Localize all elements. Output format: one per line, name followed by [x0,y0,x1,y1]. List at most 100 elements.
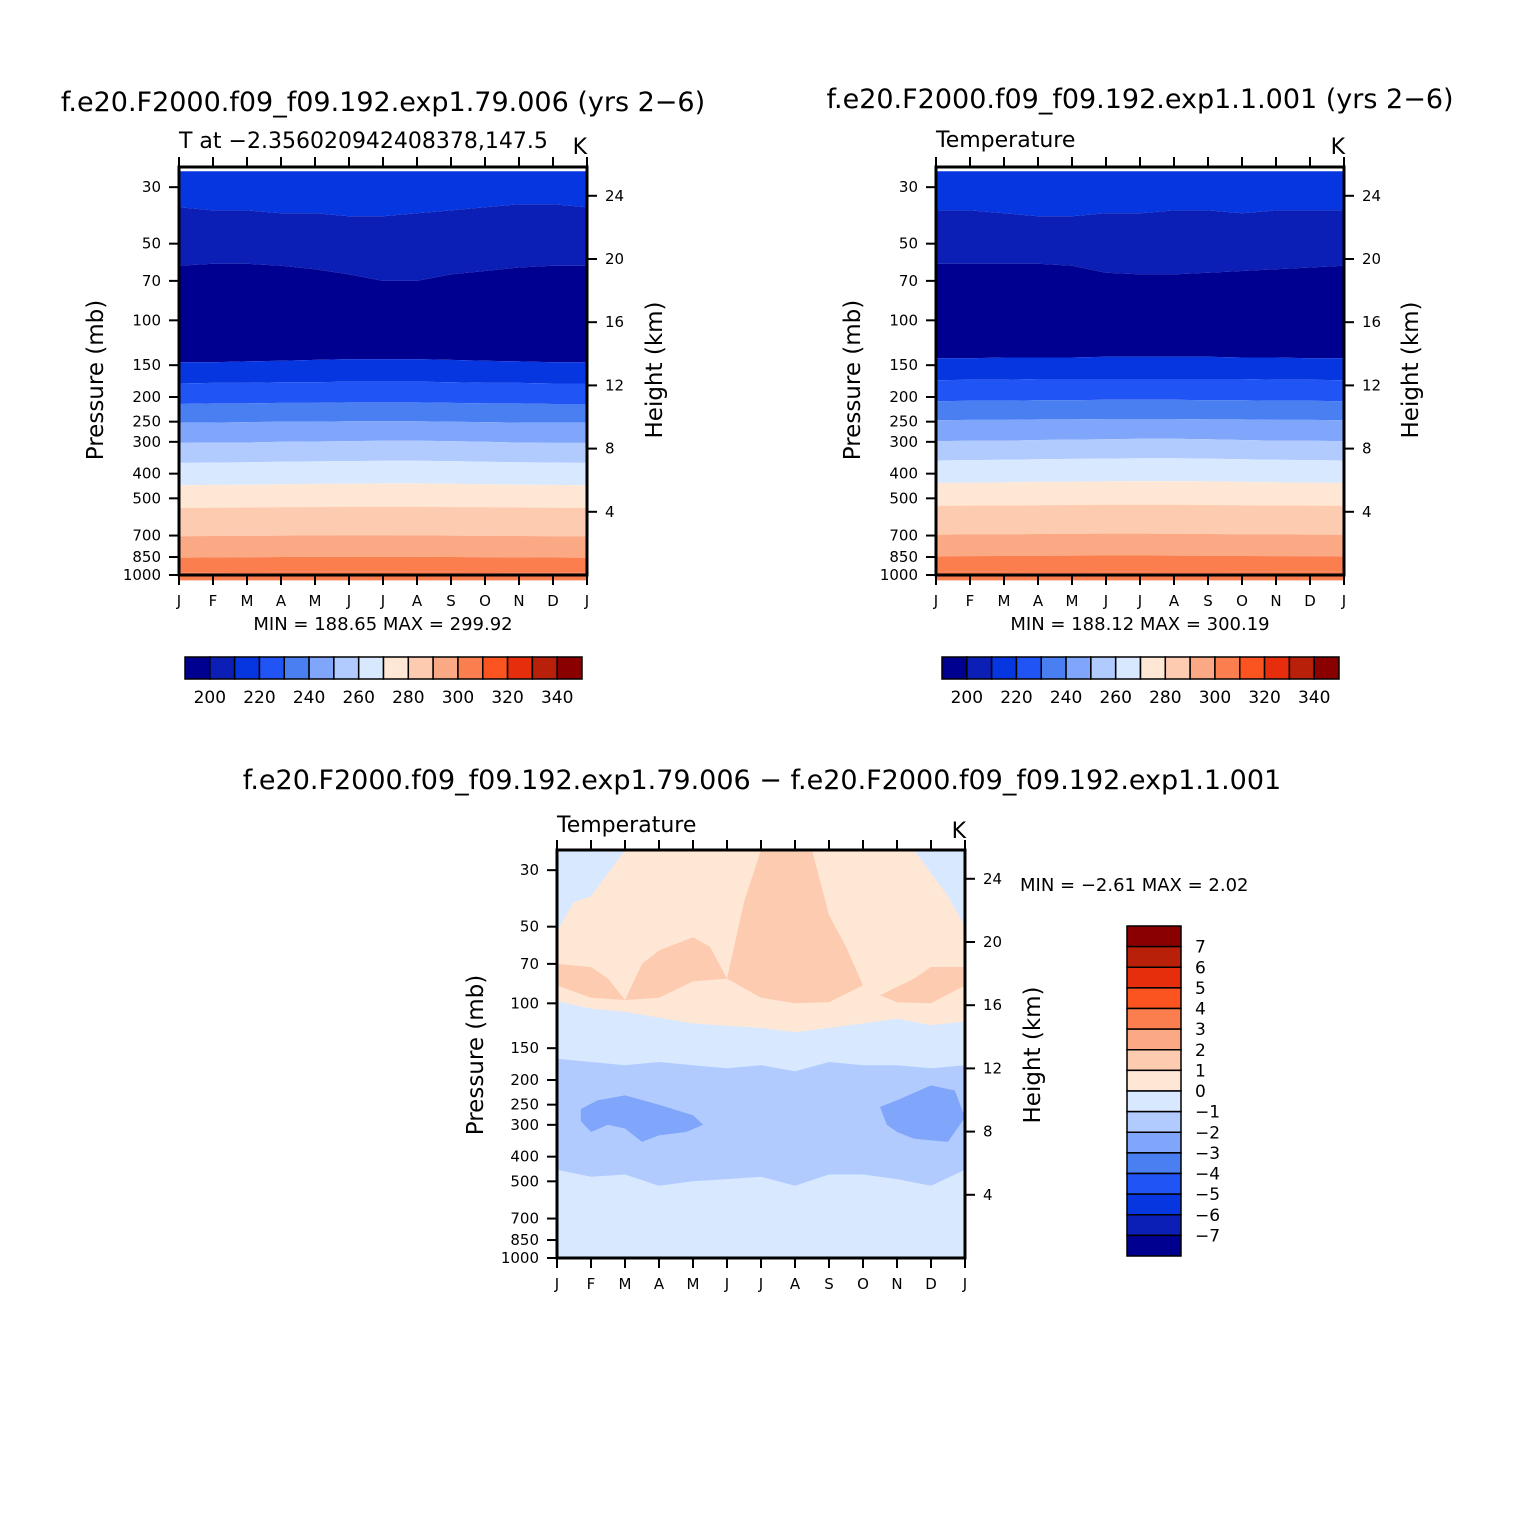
panel2-title: f.e20.F2000.f09_f09.192.exp1.1.001 (yrs … [826,84,1453,115]
x-tick-label: N [513,592,524,610]
contour-band [936,171,1344,217]
x-tick-label: A [790,1275,801,1293]
panel1-ylabel-right: Height (km) [642,301,668,438]
colorbar-swatch [233,656,261,680]
panel3-title: f.e20.F2000.f09_f09.192.exp1.79.006 − f.… [243,765,1281,796]
y-tick-label: 200 [889,388,918,406]
x-tick-label: A [654,1275,665,1293]
contour-band [936,356,1344,381]
y-tick-label: 500 [132,489,161,507]
panel3-subtitle-left: Temperature [556,813,696,838]
panel2-plot-area: J F M A M J J A S O N D J 30 50 70 100 150 200 250 300 400 500… [880,157,1381,610]
colorbar-label: 200 [194,688,226,708]
colorbar-swatch [407,656,434,680]
colorbar-label: 280 [392,688,424,708]
colorbar-label: −2 [1195,1123,1220,1143]
y-tick-right-label: 16 [605,313,624,331]
y-tick-label: 100 [889,311,918,329]
y-tick-label: 50 [142,235,161,253]
y-tick-right-label: 16 [983,996,1002,1014]
colorbar-label: 240 [293,688,325,708]
contour-band [179,483,587,508]
y-tick-label: 850 [510,1231,539,1249]
x-tick-label: A [1033,592,1044,610]
y-tick-label: 100 [510,994,539,1012]
colorbar-swatch [556,656,583,680]
colorbar-label: 5 [1195,979,1206,999]
colorbar-label: 2 [1195,1041,1206,1061]
x-tick-label: N [891,1275,902,1293]
colorbar-swatch [258,656,285,680]
y-tick-label: 150 [889,356,918,374]
y-tick-label: 400 [510,1148,539,1166]
x-tick-label: J [724,1275,729,1293]
y-tick-label: 30 [899,178,918,196]
colorbar-swatch [333,656,360,680]
contour-band [179,381,587,404]
x-tick-label: A [412,592,423,610]
y-tick-right-label: 4 [983,1186,993,1204]
x-tick-label: D [1304,592,1316,610]
y-tick-right-label: 20 [605,250,624,268]
colorbar-label: 6 [1195,958,1206,978]
x-tick-label: J [1137,592,1142,610]
colorbar-swatch [209,656,236,680]
colorbar-label: −1 [1195,1103,1220,1123]
colorbar-swatch [1126,1069,1182,1092]
panel3-ylabel-right: Height (km) [1020,986,1046,1123]
panel1-title: f.e20.F2000.f09_f09.192.exp1.79.006 (yrs… [61,87,705,118]
colorbar-swatch [357,656,385,680]
panel1-subtitle-right: K [573,135,588,160]
y-tick-label: 30 [142,178,161,196]
x-tick-label: F [209,592,218,610]
y-tick-label: 250 [132,413,161,431]
colorbar-label: 240 [1050,688,1082,708]
contour-band [179,460,587,486]
contour-band [179,556,587,573]
colorbar-swatch [1126,1007,1182,1030]
diff-region-minus-two-to-minus-one [557,1058,965,1186]
panel2-subtitle-left: Temperature [935,128,1075,153]
colorbar-swatch [283,656,310,680]
colorbar-label: 220 [243,688,275,708]
x-tick-label: F [587,1275,596,1293]
colorbar-swatch [1126,945,1182,968]
diff-region-minus-one-to-zero-upper [557,1008,965,1072]
y-tick-right-label: 16 [1362,313,1381,331]
diff-region-minus-three-to-minus-two-b [880,1085,965,1142]
x-tick-label: M [619,1275,632,1293]
y-tick-label: 400 [889,465,918,483]
diff-region-plus-one-to-two-a [557,963,625,1000]
x-tick-label: J [758,1275,763,1293]
y-tick-label: 30 [520,861,539,879]
colorbar-label: −7 [1195,1226,1220,1246]
y-tick-label: 700 [889,527,918,545]
panel3-subtitle-right: K [952,819,967,844]
y-tick-label: 300 [132,433,161,451]
y-tick-right-label: 24 [605,187,624,205]
x-tick-label: A [276,592,287,610]
contour-band [936,263,1344,359]
colorbar-swatch [1189,656,1216,680]
colorbar-swatch [531,656,558,680]
y-tick-right-label: 24 [1362,187,1381,205]
y-tick-right-label: 24 [983,870,1002,888]
colorbar-swatch [1126,1214,1182,1237]
contour-band [936,458,1344,483]
colorbar-label: −4 [1195,1165,1220,1185]
contour-band [179,171,587,217]
colorbar-swatch [1164,656,1191,680]
panel2-colorbar: 200 220 240 260 280 300 320 340 [941,656,1340,708]
panel2-minmax: MIN = 188.12 MAX = 300.19 [1010,614,1269,635]
y-tick-label: 1000 [501,1249,539,1267]
x-tick-label: M [241,592,254,610]
x-tick-label: D [547,592,559,610]
colorbar-label: −5 [1195,1185,1220,1205]
y-tick-label: 70 [520,955,539,973]
panel1-colorbar: 200 220 240 260 280 300 320 340 [184,656,583,708]
y-tick-label: 50 [520,918,539,936]
y-tick-right-label: 8 [1362,440,1372,458]
x-tick-label: S [1203,592,1213,610]
colorbar-label: 260 [342,688,374,708]
